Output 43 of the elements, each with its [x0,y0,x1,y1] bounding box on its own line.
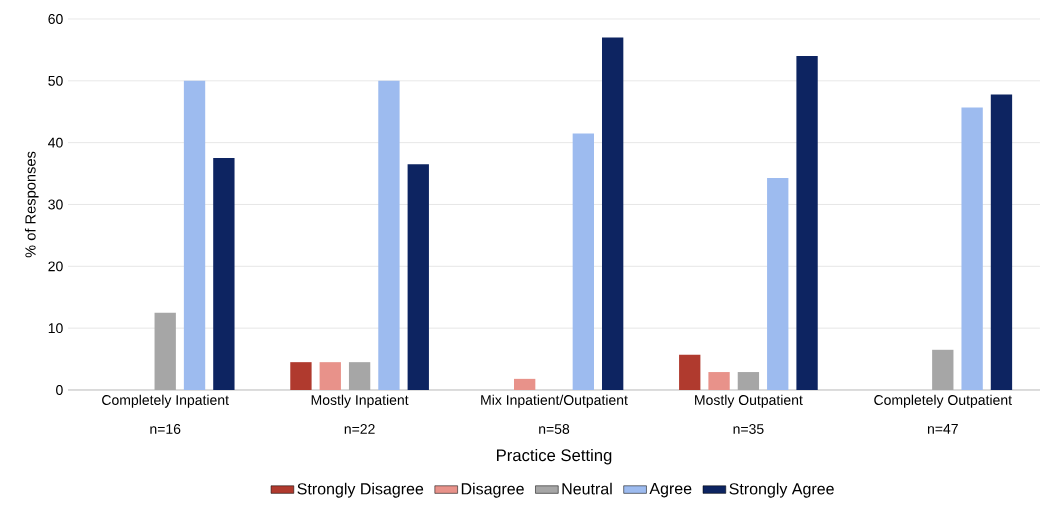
x-tick-label: Mix Inpatient/Outpatient [481,394,628,408]
bar [796,56,818,390]
bar [767,177,789,390]
bar [407,164,429,390]
x-axis-title: Practice Setting [497,448,612,465]
text: n=35 [733,424,764,434]
y-tick-label: 20 [48,261,63,272]
legend-label: Strongly Disagree [297,482,424,498]
legend-label: Agree [649,483,692,498]
bar [514,378,536,390]
x-tick-label: Mostly Inpatient [311,394,409,408]
y-tick-label: 10 [48,323,63,334]
x-tick-label: Mostly Outpatient [695,394,803,408]
bar [183,80,206,390]
legend-label: Strongly Agree [729,482,834,498]
bar [737,372,760,390]
bar [290,362,312,390]
bar [932,349,954,390]
bar [990,94,1013,390]
y-tick-label: 60 [48,14,63,24]
bar [154,312,176,390]
y-tick-label: 30 [48,199,63,210]
y-tick-label: 0 [56,385,63,395]
legend-label: Disagree [461,482,524,498]
bar [602,37,624,390]
x-tick-label: Completely Inpatient [102,394,229,408]
y-tick-label: 50 [48,75,63,86]
bar [319,362,341,390]
bar [213,158,235,390]
legend-label: Neutral [562,482,612,495]
y-axis-title: % of Responses [24,151,39,258]
x-tick-label: Completely Outpatient [874,394,1012,408]
bar [572,133,594,390]
bar [378,80,400,390]
bar [961,107,983,390]
bar [679,354,701,390]
text: n=47 [927,424,958,434]
text: n=16 [150,424,181,434]
text: n=58 [539,424,570,434]
bar [348,362,371,390]
text: n=22 [344,424,375,434]
y-tick-label: 40 [48,137,63,148]
bar [708,372,730,390]
